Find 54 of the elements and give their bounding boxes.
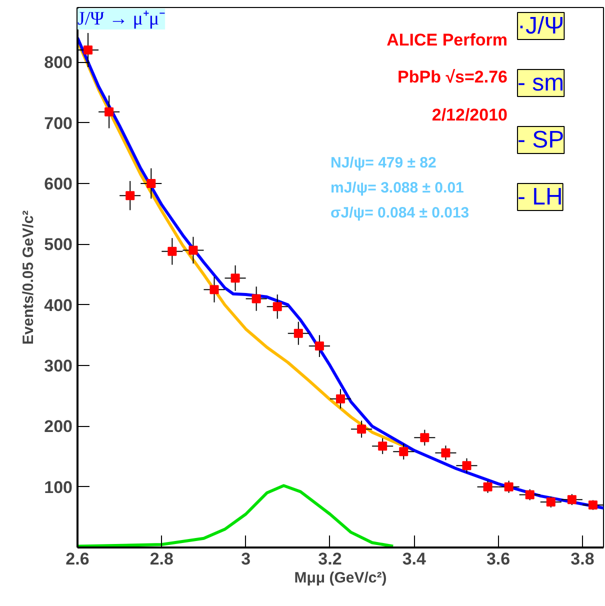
point: [588, 500, 598, 510]
point: [504, 482, 514, 492]
y-axis-title: Events/0.05 GeV/c²: [20, 210, 38, 345]
annotation: - LH: [518, 184, 563, 210]
x-tick-label: 2.6: [66, 550, 90, 568]
annotation: mJ/ψ= 3.088 ± 0.01: [330, 180, 464, 196]
x-tick-label: 3: [241, 550, 251, 568]
y-tick-label: 200: [44, 417, 73, 436]
point: [168, 246, 177, 256]
point: [441, 448, 450, 458]
annotation: PbPb √s=2.76: [398, 68, 508, 86]
annotation: 2/12/2010: [432, 106, 508, 124]
point: [546, 497, 556, 506]
point: [252, 294, 261, 304]
y-tick-label: 800: [44, 53, 73, 72]
y-tick-label: 500: [44, 235, 73, 254]
x-tick-label: 3.2: [318, 550, 342, 568]
point: [84, 45, 93, 54]
point: [462, 461, 472, 470]
point: [525, 490, 534, 500]
y-tick-label: 600: [44, 174, 73, 194]
point: [483, 482, 492, 492]
y-tick-label: 300: [44, 356, 73, 376]
line-series: [78, 484, 395, 548]
annotation: ·J/Ψ: [518, 12, 564, 40]
point: [567, 495, 576, 504]
point: [146, 178, 156, 188]
point: [314, 342, 324, 351]
annotation: σJ/ψ= 0.084 ± 0.013: [330, 204, 470, 222]
point: [420, 433, 430, 442]
y-tick-label: 700: [44, 114, 73, 133]
annotation: ALICE Perform: [386, 30, 508, 50]
point: [399, 447, 408, 456]
point: [336, 394, 345, 404]
point: [357, 424, 366, 434]
annotation: NJ/ψ= 479 ± 82: [330, 154, 436, 172]
x-axis-title: Mμμ (GeV/c²): [294, 570, 387, 586]
x-tick-label: 2.8: [150, 550, 174, 568]
point: [126, 191, 135, 200]
annotation: J/Ψ → μ⁺μ⁻: [78, 8, 166, 30]
y-tick-label: 100: [44, 478, 73, 497]
annotation: - sm: [518, 70, 564, 96]
point: [294, 328, 303, 338]
y-tick-label: 400: [44, 296, 73, 315]
x-tick-label: 3.6: [486, 550, 510, 568]
point: [272, 302, 282, 312]
point: [188, 246, 198, 255]
x-tick-label: 3.4: [402, 550, 426, 568]
annotation: - SP: [518, 126, 564, 154]
point: [104, 107, 114, 116]
point: [378, 442, 388, 451]
x-tick-label: 3.8: [570, 550, 594, 568]
point: [230, 274, 240, 283]
point: [210, 285, 219, 294]
